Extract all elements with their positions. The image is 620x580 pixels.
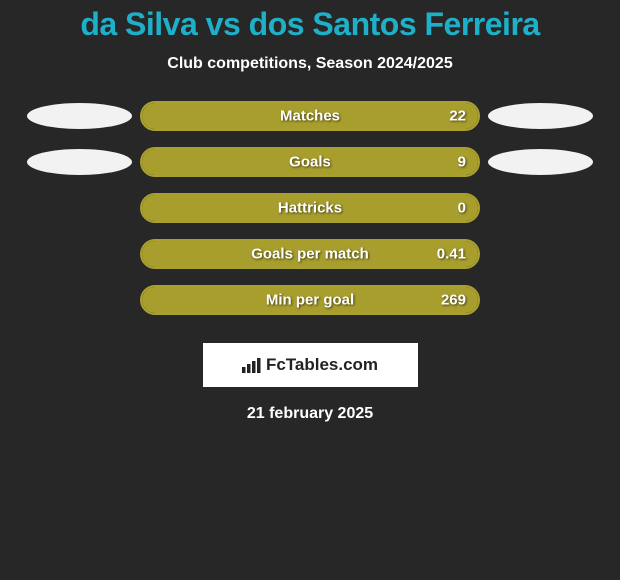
stat-row: Hattricks 0 bbox=[27, 193, 593, 223]
chart-icon bbox=[242, 357, 262, 373]
stats-rows: Matches 22 Goals 9 Hattricks 0 Goals per match… bbox=[27, 101, 593, 331]
source-logo: FcTables.com bbox=[203, 343, 418, 387]
stat-bar: Goals per match 0.41 bbox=[140, 239, 480, 269]
stat-bar: Hattricks 0 bbox=[140, 193, 480, 223]
bar-value: 9 bbox=[458, 154, 466, 171]
subtitle: Club competitions, Season 2024/2025 bbox=[167, 55, 452, 73]
left-oval bbox=[27, 103, 132, 129]
bar-label: Goals bbox=[289, 154, 331, 171]
bar-label: Matches bbox=[280, 108, 340, 125]
logo-text: FcTables.com bbox=[266, 355, 378, 375]
bar-value: 0 bbox=[458, 200, 466, 217]
stat-row: Goals per match 0.41 bbox=[27, 239, 593, 269]
bar-label: Hattricks bbox=[278, 200, 342, 217]
right-oval bbox=[488, 149, 593, 175]
stat-bar: Goals 9 bbox=[140, 147, 480, 177]
date-text: 21 february 2025 bbox=[247, 405, 373, 423]
right-spacer bbox=[488, 241, 593, 267]
left-spacer bbox=[27, 287, 132, 313]
bar-value: 0.41 bbox=[437, 246, 466, 263]
left-oval bbox=[27, 149, 132, 175]
stat-bar: Matches 22 bbox=[140, 101, 480, 131]
stat-row: Min per goal 269 bbox=[27, 285, 593, 315]
bar-value: 269 bbox=[441, 292, 466, 309]
bar-label: Goals per match bbox=[251, 246, 369, 263]
stat-bar: Min per goal 269 bbox=[140, 285, 480, 315]
right-oval bbox=[488, 103, 593, 129]
stat-row: Goals 9 bbox=[27, 147, 593, 177]
bar-value: 22 bbox=[449, 108, 466, 125]
left-spacer bbox=[27, 241, 132, 267]
comparison-panel: da Silva vs dos Santos Ferreira Club com… bbox=[0, 0, 620, 580]
left-spacer bbox=[27, 195, 132, 221]
right-spacer bbox=[488, 195, 593, 221]
stat-row: Matches 22 bbox=[27, 101, 593, 131]
page-title: da Silva vs dos Santos Ferreira bbox=[80, 6, 539, 43]
right-spacer bbox=[488, 287, 593, 313]
bar-label: Min per goal bbox=[266, 292, 354, 309]
